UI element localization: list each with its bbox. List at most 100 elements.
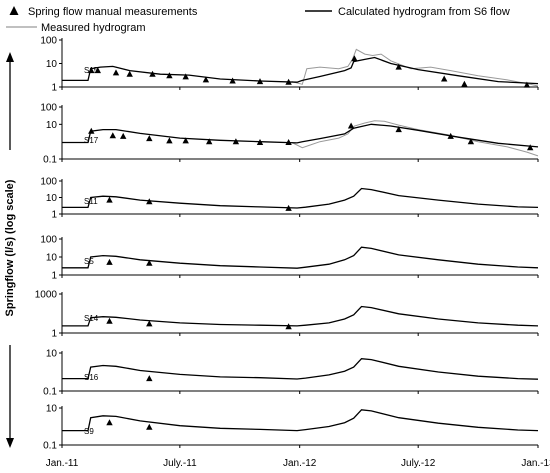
panel-s17-manual-point [88,127,95,134]
panel-s15-y-tick-label: 100 [40,36,57,47]
panel-s14-y-tick-label: 1 [51,329,57,340]
panel-s17-y-tick-label: 10 [46,120,58,131]
panel-s15-manual-point [182,73,189,80]
panel-s15-manual-point [523,81,531,88]
panel-s11-manual-point [285,204,292,211]
panel-s17-manual-point [256,139,264,145]
x-tick-label: July.-12 [401,458,436,469]
panel-s15-manual-point [126,70,133,77]
panel-s5-y-tick-label: 1 [51,271,57,282]
panel-s11-label: S11 [84,197,98,206]
panel-s11-manual-point [106,196,113,203]
panel-s17-manual-point [347,122,355,129]
panel-s17-manual-point [109,132,116,139]
panel-s15-manual-point [166,72,173,79]
panel-s5-manual-point [146,259,153,266]
panel-s17-manual-point [232,138,240,145]
panel-s17-manual-point [182,137,189,144]
panel-s17-manual-point [285,139,292,145]
panel-s17: 0.1 10 100 S17 [40,103,539,166]
panel-s17-y-tick-label: 0.1 [43,155,57,166]
panel-s15-manual-point [112,69,120,76]
panel-s17-manual-point [395,126,402,133]
panel-s11: 1 10 100 S11 [40,177,539,221]
panel-s14-manual-point [106,317,113,324]
panel-s9: 0.1 10 S9 [43,404,539,452]
panel-s15-label: S15 [84,66,99,75]
panel-s14-calculated-line [62,305,539,327]
panel-s17-label: S17 [84,136,99,145]
panel-s11-y-tick-label: 1 [51,210,57,221]
panel-s15-manual-point [256,78,264,85]
x-tick-label: Jan.-12 [283,458,317,469]
panel-s15-manual-point [202,76,210,83]
panel-s15-manual-point [285,78,292,85]
panel-s15-manual-point [229,77,236,84]
legend-measured-label: Measured hydrogram [41,22,146,34]
panel-s16: 0.1 10 S16 [43,349,539,398]
x-tick-label: Jan.-11 [46,458,79,469]
panel-s17-measured-line [291,120,539,157]
panel-s17-manual-point [447,132,454,139]
chart-panels: 1 10 100 S15 0.1 10 100 S17 1 10 100 S11 1 10 100 S5 1 10… [35,36,539,452]
y-axis-arrow-down-head [6,438,14,448]
panel-s9-y-tick-label: 10 [46,404,58,415]
legend-calculated-label: Calculated hydrogram from S6 flow [338,6,510,18]
panel-s16-y-tick-label: 10 [46,349,58,360]
panel-s5-y-tick-label: 10 [46,253,58,264]
x-tick-label: Jan.-13 [521,458,550,469]
panel-s16-manual-point [146,375,153,382]
panel-s16-calculated-line [62,358,539,380]
panel-s9-label: S9 [84,427,94,436]
panel-s15: 1 10 100 S15 [40,36,539,94]
panel-s15-manual-point [461,80,468,87]
panel-s15-y-tick-label: 10 [46,59,58,70]
panel-s17-manual-point [527,144,534,151]
panel-s15-manual-point [88,67,95,74]
panel-s11-calculated-line [62,187,539,209]
panel-s14-y-tick-label: 1000 [35,290,58,301]
panel-s5-label: S5 [84,257,94,266]
panel-s15-calculated-line [62,56,539,85]
panel-s11-y-tick-label: 10 [46,193,58,204]
panel-s9-manual-point [146,423,153,430]
panel-s17-manual-point [120,132,127,139]
panel-s9-y-tick-label: 0.1 [43,441,57,452]
legend: Spring flow manual measurements Calculat… [6,6,510,34]
panel-s17-manual-point [206,138,213,145]
y-axis-arrow-up-head [6,52,14,62]
panel-s15-manual-point [441,75,448,82]
panel-s15-y-tick-label: 1 [51,83,57,94]
x-axis: Jan.-11 July.-11 Jan.-12 July.-12 Jan.-13 [46,458,550,469]
panel-s15-measured-line [291,48,539,87]
panel-s16-label: S16 [84,373,99,382]
panel-s15-manual-point [351,55,358,62]
panel-s14-manual-point [285,323,292,330]
panel-s14-label: S14 [84,314,99,323]
panel-s11-y-tick-label: 100 [40,177,57,188]
panel-s5-calculated-line [62,246,539,269]
y-axis-title-group: Springflow (l/s) (log scale) [4,52,16,448]
panel-s17-manual-point [467,138,475,145]
panel-s17-y-tick-label: 100 [40,103,57,114]
panel-s14-manual-point [146,320,153,327]
legend-manual-marker [9,6,19,15]
x-tick-label: July.-11 [163,458,197,469]
panel-s9-calculated-line [62,409,539,432]
panel-s5-manual-point [106,258,113,265]
panel-s17-calculated-line [62,123,539,148]
panel-s11-manual-point [146,198,153,205]
legend-manual-label: Spring flow manual measurements [28,6,198,18]
y-axis-title: Springflow (l/s) (log scale) [4,179,16,316]
panel-s14: 1 1000 S14 [35,290,539,340]
panel-s5: 1 10 100 S5 [40,235,539,282]
panel-s17-manual-point [146,135,153,142]
panel-s16-y-tick-label: 0.1 [43,387,57,398]
panel-s15-manual-point [149,70,156,77]
panel-s5-y-tick-label: 100 [40,235,57,246]
panel-s15-manual-point [395,63,402,70]
panel-s15-manual-point [94,67,101,74]
panel-s9-manual-point [106,419,113,426]
panel-s17-manual-point [166,137,173,144]
